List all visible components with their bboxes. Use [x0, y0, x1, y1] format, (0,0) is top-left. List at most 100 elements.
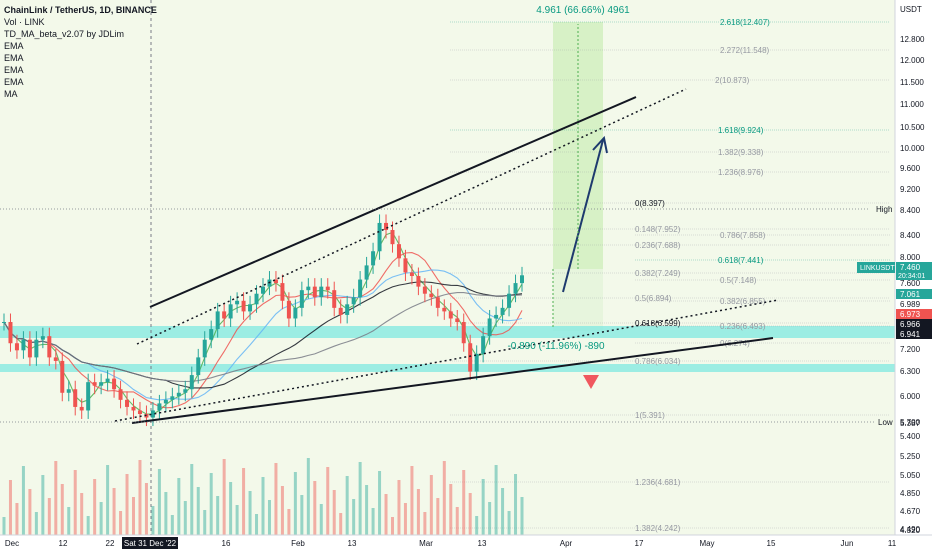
price-tick-label: 12.800: [900, 35, 925, 44]
volume-bar: [229, 482, 233, 535]
candle-body: [468, 343, 473, 372]
symbol-title[interactable]: ChainLink / TetherUS, 1D, BINANCE: [4, 5, 157, 15]
chart-header: ChainLink / TetherUS, 1D, BINANCE Vol · …: [4, 4, 157, 100]
fib-label: 0.786(6.034): [635, 357, 681, 366]
volume-bar: [442, 461, 446, 535]
candle-body: [209, 329, 214, 340]
candle-body: [40, 336, 45, 340]
volume-bar: [267, 500, 271, 535]
price-tick-label: 12.000: [900, 56, 925, 65]
fib-label: 0.148(7.952): [635, 225, 681, 234]
projection-arrow-head: [592, 135, 608, 154]
volume-bar: [468, 493, 472, 535]
volume-bar: [41, 475, 45, 535]
volume-bar: [494, 465, 498, 535]
candle-body: [215, 311, 220, 330]
price-tick-label: 5.050: [900, 471, 921, 480]
candle-body: [286, 300, 291, 319]
price-tick-label: 4.320: [900, 526, 921, 535]
ma-line: [3, 292, 523, 383]
candle-body: [435, 297, 440, 308]
candle-body: [338, 307, 343, 315]
volume-bar: [345, 476, 349, 535]
time-tick-label: Apr: [560, 539, 573, 548]
candle-body: [474, 353, 479, 372]
price-tick-label: 8.400: [900, 231, 921, 240]
time-tick-label: 13: [348, 539, 357, 548]
volume-bar: [80, 493, 84, 535]
volume-bar: [455, 507, 459, 535]
volume-bar: [93, 479, 97, 535]
volume-bar: [352, 499, 356, 535]
indicator-ema-3[interactable]: EMA: [4, 65, 24, 75]
indicator-ema-2[interactable]: EMA: [4, 53, 24, 63]
volume-bar: [222, 459, 226, 535]
candle-body: [125, 399, 130, 407]
fib-label: 1(5.391): [635, 411, 665, 420]
volume-bar: [119, 511, 123, 535]
fib-label: 1.382(9.338): [718, 148, 764, 157]
indicator-td-ma[interactable]: TD_MA_beta_v2.07 by JDLim: [4, 29, 125, 39]
fib-label: 0.618(7.441): [718, 256, 764, 265]
price-tick-label: 10.000: [900, 144, 925, 153]
indicator-ema-4[interactable]: EMA: [4, 77, 24, 87]
volume-bar: [164, 492, 168, 535]
indicator-ma[interactable]: MA: [4, 89, 18, 99]
fib-label: 2.618(12.407): [720, 18, 770, 27]
price-tick-label: 9.600: [900, 164, 921, 173]
fib-label: 1.618(9.924): [718, 126, 764, 135]
candle-body: [183, 389, 188, 393]
fib-label: 0.5(6.894): [635, 294, 672, 303]
indicator-ema-1[interactable]: EMA: [4, 41, 24, 51]
candle-body: [293, 307, 298, 319]
candle-body: [8, 322, 13, 344]
indicator-volume[interactable]: Vol · LINK: [4, 17, 45, 27]
volume-bar: [520, 497, 524, 535]
measure-up-label: 4.961 (66.66%) 4961: [536, 5, 630, 16]
volume-bar: [416, 489, 420, 535]
time-tick-label: May: [699, 539, 714, 548]
candle-body: [241, 300, 246, 312]
projection-arrow: [562, 139, 604, 293]
time-tick-label: 22: [106, 539, 115, 548]
candle-body: [163, 399, 168, 404]
candle-body: [371, 251, 376, 266]
volume-bar: [177, 478, 181, 535]
volume-bar: [501, 488, 505, 535]
volume-bar: [216, 496, 220, 535]
candle-body: [2, 322, 6, 324]
high-value-box: [896, 204, 932, 216]
volume-bar: [183, 501, 187, 535]
time-cursor-box: [122, 537, 178, 549]
price-box-value: 6.941: [900, 330, 921, 339]
volume-bar: [86, 516, 90, 535]
fib-label: 1.236(8.976): [718, 168, 764, 177]
fib-label: 0.382(7.249): [635, 269, 681, 278]
candle-body: [21, 339, 26, 351]
volume-bar: [28, 489, 32, 535]
candle-body: [105, 378, 110, 383]
volume-bar: [293, 472, 297, 535]
volume-bar: [144, 483, 148, 535]
candle-body: [27, 339, 32, 358]
price-tick-label: 7.200: [900, 345, 921, 354]
candle-body: [280, 283, 285, 301]
price-box-value: 6.973: [900, 310, 921, 319]
price-tick-label: 9.200: [900, 185, 921, 194]
fib-label: 2.272(11.548): [720, 46, 770, 55]
volume-bar: [365, 485, 369, 535]
candle-body: [92, 382, 97, 386]
volume-bar: [436, 498, 440, 535]
candle-body: [325, 286, 330, 291]
candle-body: [176, 392, 181, 397]
wedge-upper-dotted-line: [136, 88, 687, 345]
price-box: [896, 309, 932, 319]
support-zone-lower: [0, 364, 895, 372]
candle-body: [261, 286, 265, 294]
down-triangle-marker: [583, 375, 599, 389]
price-box-value: 6.989: [900, 300, 921, 309]
volume-bar: [462, 470, 466, 535]
low-value: 5.387: [900, 419, 921, 428]
volume-bar: [73, 470, 77, 535]
